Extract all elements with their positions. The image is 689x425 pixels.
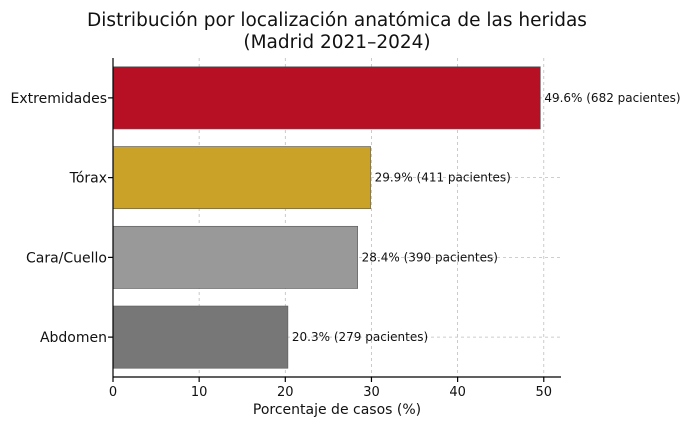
data-label-3: 20.3% (279 pacientes): [292, 330, 428, 344]
bar-layer: 49.6% (682 pacientes) 29.9% (411 paciente…: [112, 66, 681, 369]
bar-0: [112, 66, 541, 130]
category-label-3: Abdomen: [40, 330, 107, 346]
x-axis-label: Porcentaje de casos (%): [253, 402, 421, 418]
chart-title-line-1: Distribución por localización anatómica …: [87, 10, 587, 31]
x-tick-label-0: 0: [109, 385, 117, 400]
x-tick-label-2: 20: [277, 385, 294, 400]
bar-3: [112, 305, 289, 369]
bar-1: [112, 146, 371, 210]
x-tick-label-5: 50: [535, 385, 552, 400]
data-label-2: 28.4% (390 pacientes): [362, 250, 498, 264]
x-tick-label-4: 40: [449, 385, 466, 400]
bar-2: [112, 225, 358, 289]
x-tick-label-1: 10: [191, 385, 208, 400]
data-label-1: 29.9% (411 pacientes): [375, 171, 511, 185]
chart-title-line-2: (Madrid 2021–2024): [243, 32, 430, 53]
axis-layer: Extremidades Tórax Cara/Cuello Abdomen 0 10 20…: [11, 58, 561, 400]
category-label-1: Tórax: [69, 171, 107, 187]
x-tick-label-3: 30: [363, 385, 380, 400]
category-label-0: Extremidades: [11, 91, 107, 107]
data-label-0: 49.6% (682 pacientes): [544, 91, 680, 105]
category-label-2: Cara/Cuello: [26, 250, 107, 266]
